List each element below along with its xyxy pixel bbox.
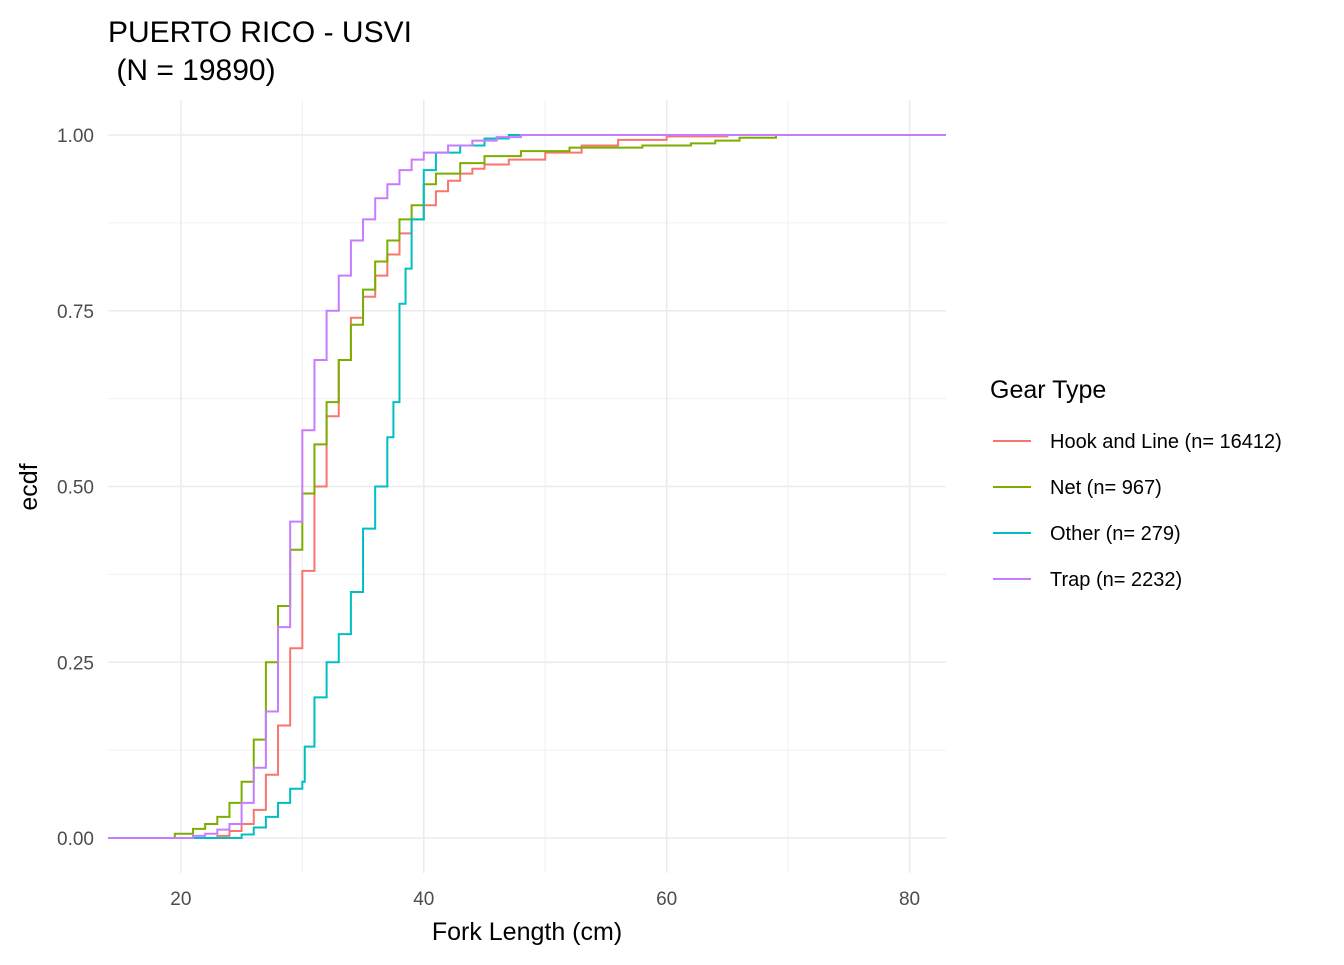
- series-layer: [108, 134, 946, 839]
- y-tick-label: 1.00: [57, 126, 94, 147]
- series-line-1: [108, 134, 946, 839]
- series-line-2: [108, 134, 946, 839]
- x-tick-label: 20: [170, 889, 191, 910]
- x-axis-ticks: 20 40 60 80: [170, 889, 920, 910]
- y-axis-label: ecdf: [15, 463, 43, 510]
- y-tick-label: 0.75: [57, 302, 94, 323]
- x-tick-label: 60: [656, 889, 677, 910]
- series-line-3: [108, 134, 946, 839]
- y-tick-label: 0.00: [57, 829, 94, 850]
- major-grid: [108, 100, 946, 873]
- x-axis-label: Fork Length (cm): [432, 918, 622, 946]
- legend-items: Hook and Line (n= 16412) Net (n= 967) Othe…: [993, 431, 1282, 591]
- legend-label-0: Hook and Line (n= 16412): [1050, 431, 1282, 453]
- y-tick-label: 0.25: [57, 653, 94, 674]
- y-axis-ticks: 0.00 0.25 0.50 0.75 1.00: [57, 126, 94, 850]
- chart-title-line1: PUERTO RICO - USVI: [108, 16, 412, 49]
- series-line-0: [108, 134, 946, 839]
- legend-label-2: Other (n= 279): [1050, 523, 1181, 545]
- legend: Gear Type Hook and Line (n= 16412) Net (n…: [990, 376, 1282, 591]
- legend-title: Gear Type: [990, 376, 1106, 404]
- chart-title-line2: (N = 19890): [108, 54, 276, 87]
- x-tick-label: 40: [413, 889, 434, 910]
- legend-label-3: Trap (n= 2232): [1050, 569, 1182, 591]
- y-tick-label: 0.50: [57, 478, 94, 499]
- legend-label-1: Net (n= 967): [1050, 477, 1162, 499]
- x-tick-label: 80: [899, 889, 920, 910]
